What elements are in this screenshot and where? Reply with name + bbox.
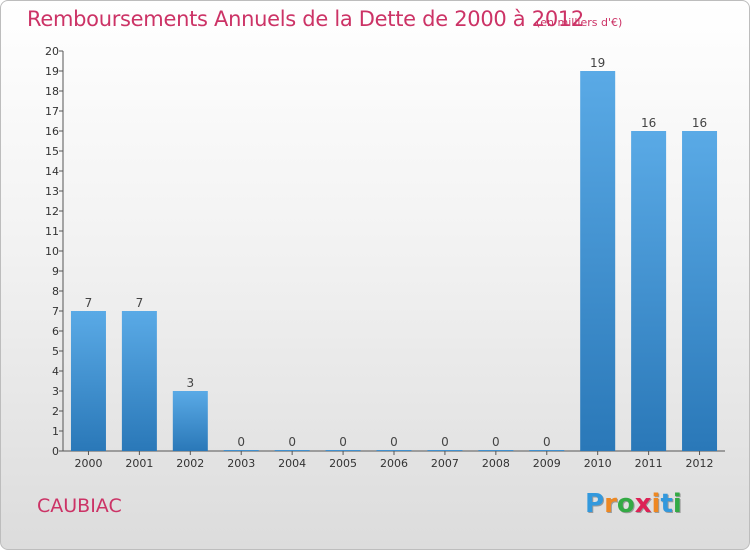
bar (427, 450, 463, 451)
bar (529, 450, 565, 451)
logo-letter: t (660, 489, 673, 519)
bar (121, 311, 157, 451)
y-tick-label: 3 (52, 385, 59, 398)
data-label: 0 (339, 435, 347, 449)
logo-letter: o (616, 489, 635, 519)
x-tick-label: 2001 (125, 457, 153, 470)
y-tick-label: 15 (45, 145, 59, 158)
bar (631, 131, 667, 451)
data-label: 16 (641, 116, 656, 130)
y-tick-label: 19 (45, 65, 59, 78)
y-tick-label: 12 (45, 205, 59, 218)
logo-letter: P (585, 489, 605, 519)
x-tick-label: 2012 (686, 457, 714, 470)
bar (580, 71, 616, 451)
y-tick-label: 4 (52, 365, 59, 378)
bar (274, 450, 310, 451)
y-tick-label: 9 (52, 265, 59, 278)
data-label: 7 (136, 296, 144, 310)
y-tick-label: 8 (52, 285, 59, 298)
data-labels: 7 7 3 0 0 0 0 0 0 0 19 16 16 (85, 56, 708, 449)
y-tick-label: 11 (45, 225, 59, 238)
y-tick-label: 0 (52, 445, 59, 458)
x-tick-label: 2007 (431, 457, 459, 470)
bar (223, 450, 259, 451)
y-tick-label: 7 (52, 305, 59, 318)
data-label: 19 (590, 56, 605, 70)
y-tick-label: 18 (45, 85, 59, 98)
x-tick-label: 2008 (482, 457, 510, 470)
y-tick-label: 20 (45, 45, 59, 58)
chart-title: Remboursements Annuels de la Dette de 20… (27, 7, 584, 31)
data-label: 0 (492, 435, 500, 449)
x-tick-label: 2004 (278, 457, 306, 470)
bar (172, 391, 208, 451)
y-tick-label: 2 (52, 405, 59, 418)
logo-letter: r (604, 489, 617, 519)
data-label: 7 (85, 296, 93, 310)
x-tick-label: 2002 (176, 457, 204, 470)
x-tick-label: 2011 (635, 457, 663, 470)
x-axis: 2000 2001 2002 2003 2004 2005 2006 2007 2008 2009… (63, 450, 725, 470)
x-tick-label: 2003 (227, 457, 255, 470)
x-tick-label: 2006 (380, 457, 408, 470)
data-label: 0 (390, 435, 398, 449)
bar (376, 450, 412, 451)
x-tick-label: 2010 (584, 457, 612, 470)
bar (478, 450, 514, 451)
y-tick-label: 16 (45, 125, 59, 138)
x-tick-label: 2005 (329, 457, 357, 470)
y-tick-label: 14 (45, 165, 59, 178)
data-label: 0 (288, 435, 296, 449)
bar (682, 131, 718, 451)
y-tick-label: 5 (52, 345, 59, 358)
data-label: 0 (441, 435, 449, 449)
bar (70, 311, 106, 451)
data-label: 0 (543, 435, 551, 449)
y-tick-label: 1 (52, 425, 59, 438)
logo-letter: x (634, 489, 652, 519)
logo-letter: i (672, 489, 682, 519)
data-label: 0 (237, 435, 245, 449)
y-tick-label: 6 (52, 325, 59, 338)
y-tick-label: 17 (45, 105, 59, 118)
town-name: CAUBIAC (37, 495, 122, 517)
x-tick-label: 2000 (74, 457, 102, 470)
data-label: 16 (692, 116, 707, 130)
y-tick-label: 10 (45, 245, 59, 258)
proxiti-logo[interactable]: Proxiti (585, 489, 682, 519)
x-tick-label: 2009 (533, 457, 561, 470)
logo-letter: i (651, 489, 661, 519)
chart-subtitle: (en milliers d'€) (536, 16, 623, 29)
bars (70, 71, 718, 451)
y-tick-label: 13 (45, 185, 59, 198)
bar (325, 450, 361, 451)
data-label: 3 (186, 376, 194, 390)
